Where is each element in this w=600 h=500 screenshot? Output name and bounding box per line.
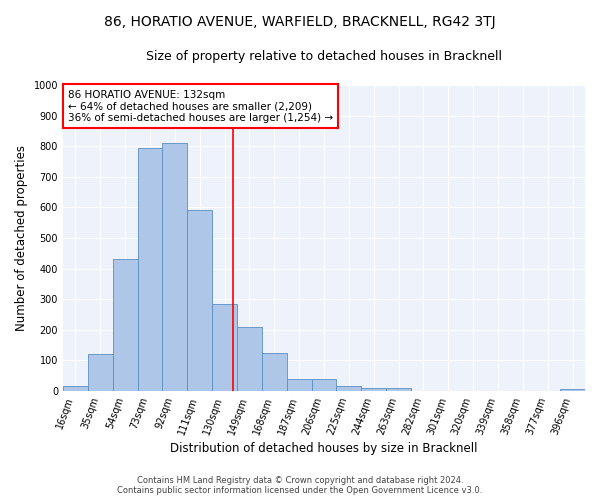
Bar bbox=[187, 210, 212, 391]
Bar bbox=[212, 304, 237, 391]
Bar bbox=[237, 327, 262, 391]
Bar bbox=[361, 388, 386, 391]
Bar bbox=[163, 143, 187, 391]
Bar bbox=[287, 379, 311, 391]
Bar bbox=[113, 260, 137, 391]
Bar bbox=[560, 388, 585, 391]
Text: 86, HORATIO AVENUE, WARFIELD, BRACKNELL, RG42 3TJ: 86, HORATIO AVENUE, WARFIELD, BRACKNELL,… bbox=[104, 15, 496, 29]
Bar bbox=[88, 354, 113, 391]
Text: Contains HM Land Registry data © Crown copyright and database right 2024.
Contai: Contains HM Land Registry data © Crown c… bbox=[118, 476, 482, 495]
Bar bbox=[137, 148, 163, 391]
Bar bbox=[311, 379, 337, 391]
Title: Size of property relative to detached houses in Bracknell: Size of property relative to detached ho… bbox=[146, 50, 502, 63]
Bar bbox=[63, 386, 88, 391]
Y-axis label: Number of detached properties: Number of detached properties bbox=[15, 145, 28, 331]
Bar bbox=[262, 353, 287, 391]
X-axis label: Distribution of detached houses by size in Bracknell: Distribution of detached houses by size … bbox=[170, 442, 478, 455]
Text: 86 HORATIO AVENUE: 132sqm
← 64% of detached houses are smaller (2,209)
36% of se: 86 HORATIO AVENUE: 132sqm ← 64% of detac… bbox=[68, 90, 333, 123]
Bar bbox=[337, 386, 361, 391]
Bar bbox=[386, 388, 411, 391]
